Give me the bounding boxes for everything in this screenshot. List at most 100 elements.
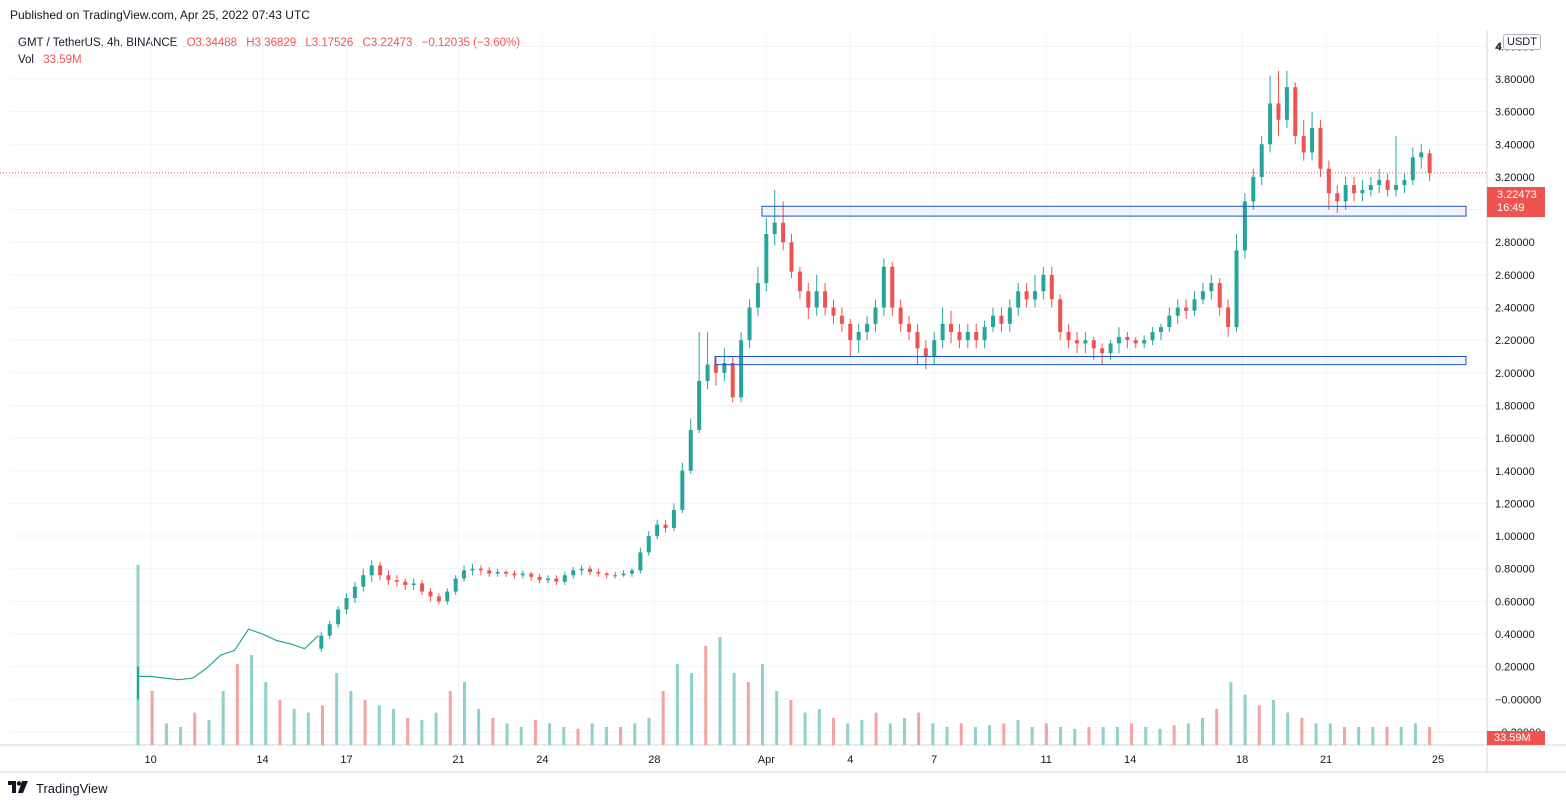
candle-body (562, 575, 567, 582)
candle-body (411, 583, 416, 586)
last-price-tag: 3.22473 16:49 (1487, 187, 1545, 217)
candle-body (1268, 103, 1273, 145)
volume-bar (335, 673, 339, 745)
volume-bar (576, 728, 580, 745)
volume-bar (846, 723, 850, 745)
candle-body (420, 583, 425, 592)
candle-body (1410, 157, 1415, 181)
candle-body (957, 331, 962, 341)
volume-bar (1073, 728, 1077, 745)
volume-bar (732, 673, 736, 745)
y-tick-label: 2.80000 (1495, 237, 1535, 249)
candle-body (949, 323, 954, 332)
y-tick-label: 1.60000 (1495, 433, 1535, 445)
y-tick-label: 0.40000 (1495, 629, 1535, 641)
candle-body (823, 291, 828, 308)
candle-body (772, 222, 777, 235)
tradingview-logo-icon[interactable] (8, 781, 30, 796)
legend-volume-row: Vol 33.59M (18, 52, 520, 69)
volume-bar (264, 682, 268, 745)
candle-body (428, 591, 433, 597)
candle-body (1016, 291, 1021, 308)
candle-body (504, 571, 509, 574)
volume-bar (1044, 723, 1048, 745)
y-tick-label: −0.00000 (1495, 694, 1541, 706)
candle-body (478, 568, 483, 571)
volume-bar (803, 712, 807, 745)
volume-bar (462, 682, 466, 745)
y-tick-label: 3.20000 (1495, 172, 1535, 184)
candle-body (571, 570, 576, 576)
volume-bar (1271, 700, 1275, 745)
y-tick-label: 0.80000 (1495, 564, 1535, 576)
volume-bar (675, 664, 679, 745)
volume-bar (902, 718, 906, 745)
candle-body (1343, 185, 1348, 202)
bar-countdown: 16:49 (1497, 202, 1525, 214)
candle-body (613, 575, 618, 577)
volume-bar (1016, 719, 1020, 745)
volume-tag: 33.59M (1487, 731, 1545, 745)
volume-bar (278, 700, 282, 745)
volume-bar (193, 712, 197, 745)
volume-bar (1371, 727, 1375, 745)
volume-bar (1101, 727, 1105, 745)
candle-body (1293, 87, 1298, 137)
volume-bar (860, 719, 864, 745)
candle-body (1158, 327, 1163, 332)
published-text: Published on TradingView.com, Apr 25, 20… (10, 8, 310, 22)
volume-bar (235, 664, 239, 745)
candle-body (974, 331, 979, 341)
candle-body (797, 271, 802, 292)
candle-body (1007, 307, 1012, 324)
candle-body (848, 323, 853, 341)
candle-body (932, 340, 937, 357)
y-tick-label: 0.60000 (1495, 596, 1535, 608)
volume-bar (391, 709, 395, 745)
candle-body (1066, 331, 1071, 341)
candle-body (739, 340, 744, 398)
volume-bar (1215, 709, 1219, 745)
y-tick-label: 2.00000 (1495, 368, 1535, 380)
volume-bar (1186, 723, 1190, 745)
volume-bar (1130, 723, 1134, 745)
legend-vol-label[interactable]: Vol (18, 54, 34, 66)
candle-body (1318, 127, 1323, 169)
volume-bar (448, 691, 452, 745)
currency-unit-button[interactable]: USDT (1503, 34, 1541, 50)
candle-body (495, 571, 500, 574)
candle-body (890, 266, 895, 308)
candle-body (1360, 189, 1365, 194)
candle-body (378, 565, 383, 576)
candle-body (1377, 180, 1382, 186)
volume-bar (164, 723, 168, 745)
volume-bar (1428, 727, 1432, 745)
volume-bar (619, 727, 623, 745)
candle-body (663, 524, 668, 528)
candle-body (1284, 87, 1289, 120)
volume-bar (661, 691, 665, 745)
volume-bar (1399, 727, 1403, 745)
candle-body (554, 578, 559, 582)
x-tick-label: 18 (1236, 754, 1248, 766)
candle-body (352, 586, 357, 599)
candle-body (1184, 307, 1189, 311)
candle-body (470, 568, 475, 571)
volume-bar (533, 719, 537, 745)
y-tick-label: 2.40000 (1495, 303, 1535, 315)
footer-brand[interactable]: TradingView (36, 781, 108, 796)
candle-body (621, 573, 626, 576)
candle-body (1041, 274, 1046, 292)
candle-body (907, 323, 912, 332)
candle-body (705, 364, 710, 381)
volume-bar (831, 718, 835, 745)
legend-vol-value: 33.59M (43, 54, 82, 66)
volume-bar (363, 700, 367, 745)
candle-body (1083, 340, 1088, 344)
x-tick-label: 24 (536, 754, 548, 766)
candle-body (1058, 299, 1063, 332)
candle-body (831, 307, 836, 316)
candle-body (713, 364, 718, 373)
candle-body (529, 573, 534, 577)
